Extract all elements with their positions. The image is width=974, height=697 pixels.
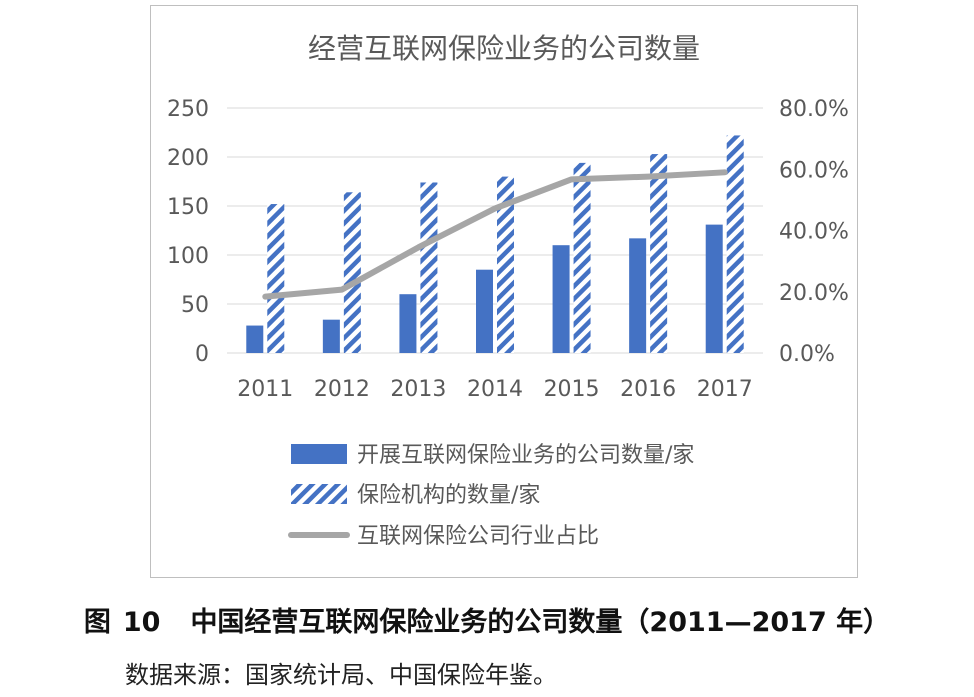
- right-tick-label: 40.0%: [779, 220, 849, 245]
- bar-companies-2013: [399, 294, 417, 353]
- share-line: [262, 169, 728, 300]
- bar-institutions-2015: [573, 162, 591, 353]
- caption-number: 10: [122, 607, 161, 638]
- bar-institutions-2014: [497, 176, 514, 353]
- legend-swatch-hatched: [291, 484, 347, 504]
- x-tick-label: 2016: [620, 377, 676, 402]
- left-tick-label: 0: [195, 342, 209, 367]
- legend-label-share: 互联网保险公司行业占比: [357, 524, 599, 549]
- left-tick-label: 250: [167, 97, 209, 122]
- figure-caption: 图 10 中国经营互联网保险业务的公司数量（2011—2017 年）: [0, 600, 974, 639]
- left-tick-label: 50: [181, 293, 209, 318]
- right-axis: 0.0% 20.0% 40.0% 60.0% 80.0%: [779, 97, 849, 367]
- chart-title: 经营互联网保险业务的公司数量: [308, 32, 700, 65]
- caption-text: 中国经营互联网保险业务的公司数量（2011—2017 年）: [190, 607, 891, 638]
- left-tick-label: 150: [167, 195, 209, 220]
- left-tick-label: 100: [167, 244, 209, 269]
- legend-label-institutions: 保险机构的数量/家: [357, 483, 540, 508]
- right-tick-label: 20.0%: [779, 281, 849, 306]
- left-axis: 0 50 100 150 200 250: [167, 97, 209, 367]
- right-tick-label: 60.0%: [779, 158, 849, 183]
- x-tick-label: 2013: [390, 377, 446, 402]
- x-tick-label: 2011: [237, 377, 293, 402]
- bars: [246, 135, 744, 353]
- x-tick-label: 2014: [467, 377, 523, 402]
- bar-companies-2012: [322, 319, 340, 353]
- x-axis: 2011 2012 2013 2014 2015 2016 2017: [237, 377, 752, 402]
- bar-companies-2017: [705, 224, 723, 353]
- bar-institutions-2013: [420, 182, 438, 353]
- bar-institutions-2012: [343, 192, 361, 353]
- bar-companies-2011: [246, 325, 264, 353]
- legend-label-companies: 开展互联网保险业务的公司数量/家: [357, 443, 694, 468]
- chart-frame: 经营互联网保险业务的公司数量 0 50 100 150 200 250 0.0% 20.0%…: [150, 5, 858, 578]
- chart-svg: 经营互联网保险业务的公司数量 0 50 100 150 200 250 0.0% 20.0%…: [167, 32, 849, 549]
- bar-institutions-2017: [726, 135, 744, 353]
- x-tick-label: 2017: [697, 377, 753, 402]
- bar-institutions-2011: [267, 204, 285, 353]
- source-note: 数据来源：国家统计局、中国保险年鉴。: [125, 661, 557, 689]
- x-tick-label: 2015: [544, 377, 600, 402]
- legend-swatch-solid: [291, 444, 347, 464]
- left-tick-label: 200: [167, 146, 209, 171]
- bar-institutions-2016: [650, 154, 668, 353]
- gridlines: [227, 107, 763, 354]
- bar-companies-2014: [476, 269, 493, 353]
- bar-companies-2016: [629, 238, 647, 353]
- caption-label: 图: [83, 607, 111, 638]
- bar-companies-2015: [552, 245, 570, 353]
- x-tick-label: 2012: [314, 377, 370, 402]
- right-tick-label: 80.0%: [779, 97, 849, 122]
- right-tick-label: 0.0%: [779, 342, 835, 367]
